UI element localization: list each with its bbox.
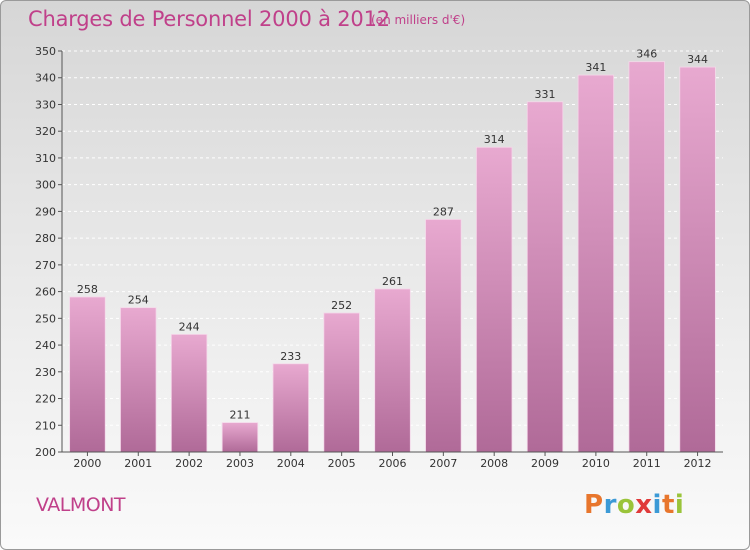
y-tick-label: 310 bbox=[35, 152, 56, 165]
commune-name: VALMONT bbox=[36, 494, 126, 516]
y-tick-label: 250 bbox=[35, 312, 56, 325]
bar bbox=[374, 288, 411, 453]
y-tick-label: 210 bbox=[35, 419, 56, 432]
logo-letter: P bbox=[584, 490, 604, 520]
x-tick-label: 2002 bbox=[175, 457, 203, 470]
bars: 258 254 244 211 233 252 261 287 314 331 341 346 344 bbox=[69, 48, 716, 453]
bar-value-label: 331 bbox=[535, 88, 556, 101]
proxiti-logo: Proxiti bbox=[584, 490, 684, 520]
logo-letter: i bbox=[652, 490, 662, 520]
x-tick-label: 2000 bbox=[73, 457, 101, 470]
x-tick-label: 2011 bbox=[633, 457, 661, 470]
x-tick-label: 2009 bbox=[531, 457, 559, 470]
y-tick-label: 270 bbox=[35, 259, 56, 272]
y-tick-label: 240 bbox=[35, 339, 56, 352]
bar bbox=[679, 66, 716, 453]
bar bbox=[526, 101, 564, 453]
bar-value-label: 233 bbox=[280, 350, 301, 363]
bar-value-label: 314 bbox=[484, 133, 505, 146]
chart-title: Charges de Personnel 2000 à 2012 bbox=[28, 7, 390, 31]
logo-letter: i bbox=[674, 490, 685, 520]
bar-value-label: 287 bbox=[433, 205, 454, 218]
logo-letter: o bbox=[616, 490, 636, 520]
bar-value-label: 258 bbox=[77, 283, 98, 296]
axes: 200 210 220 230 240 250 260 270 280 290 300 310 320 3… bbox=[35, 45, 723, 470]
x-tick-label: 2008 bbox=[480, 457, 508, 470]
y-tick-label: 230 bbox=[35, 366, 56, 379]
y-tick-label: 220 bbox=[35, 393, 56, 406]
bar-value-label: 346 bbox=[636, 48, 657, 61]
bar-value-label: 254 bbox=[128, 294, 149, 307]
y-tick-label: 320 bbox=[35, 125, 56, 138]
bar-value-label: 261 bbox=[382, 275, 403, 288]
x-tick-label: 2010 bbox=[582, 457, 610, 470]
bar bbox=[272, 363, 310, 453]
y-tick-label: 290 bbox=[35, 205, 56, 218]
bar bbox=[628, 61, 665, 453]
logo-letter: x bbox=[635, 490, 653, 520]
bar bbox=[170, 333, 208, 453]
x-tick-label: 2007 bbox=[429, 457, 457, 470]
bar-value-label: 244 bbox=[179, 320, 200, 333]
y-tick-label: 200 bbox=[35, 446, 56, 459]
bar-value-label: 341 bbox=[585, 61, 606, 74]
bar-value-label: 211 bbox=[229, 409, 250, 422]
bar-value-label: 252 bbox=[331, 299, 352, 312]
x-tick-label: 2001 bbox=[124, 457, 152, 470]
bar bbox=[577, 74, 615, 453]
x-tick-label: 2006 bbox=[379, 457, 407, 470]
bar bbox=[323, 312, 360, 453]
x-tick-label: 2003 bbox=[226, 457, 254, 470]
bar bbox=[69, 296, 106, 453]
bar bbox=[475, 146, 513, 453]
y-tick-label: 340 bbox=[35, 72, 56, 85]
x-tick-label: 2005 bbox=[328, 457, 356, 470]
bar bbox=[120, 307, 157, 453]
bar-value-label: 344 bbox=[687, 53, 708, 66]
x-tick-label: 2012 bbox=[684, 457, 712, 470]
y-tick-label: 280 bbox=[35, 232, 56, 245]
y-tick-label: 350 bbox=[35, 45, 56, 58]
y-tick-label: 300 bbox=[35, 179, 56, 192]
y-tick-label: 330 bbox=[35, 98, 56, 111]
logo-letter: r bbox=[603, 490, 617, 520]
x-tick-label: 2004 bbox=[277, 457, 305, 470]
y-tick-label: 260 bbox=[35, 286, 56, 299]
logo-letter: t bbox=[661, 490, 675, 520]
bar bbox=[221, 422, 259, 453]
chart-subtitle: (en milliers d'€) bbox=[371, 13, 466, 27]
bar bbox=[425, 219, 462, 453]
